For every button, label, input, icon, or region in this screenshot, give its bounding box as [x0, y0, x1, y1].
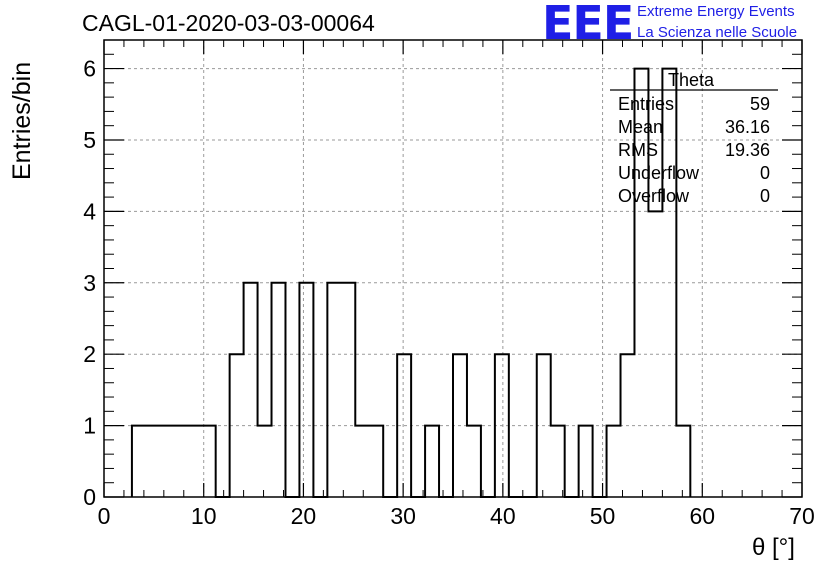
y-tick-label: 6: [83, 56, 96, 82]
eee-logo: EEE: [542, 0, 634, 50]
stats-title: Theta: [668, 70, 715, 90]
y-tick-label: 5: [83, 127, 96, 153]
x-tick-label: 40: [490, 503, 516, 529]
x-tick-label: 20: [291, 503, 317, 529]
stats-value: 19.36: [724, 140, 770, 160]
histogram-series: [130, 67, 692, 498]
x-tick-label: 60: [689, 503, 715, 529]
stats-label: Entries: [618, 94, 675, 114]
stats-value: 36.16: [724, 117, 770, 137]
stats-value: 0: [759, 163, 770, 183]
plot-frame: [103, 39, 803, 498]
logo-line-2: La Scienza nelle Scuole: [637, 24, 798, 41]
x-tick-label: 10: [191, 503, 217, 529]
y-tick-label: 0: [83, 484, 96, 510]
y-tick-label: 2: [83, 341, 96, 367]
x-tick-label: 70: [789, 503, 815, 529]
x-tick-label: 50: [590, 503, 616, 529]
stats-label: Mean: [618, 117, 664, 137]
y-tick-label: 1: [83, 413, 96, 439]
stats-label: Underflow: [618, 163, 700, 183]
x-tick-label: 0: [98, 503, 111, 529]
y-tick-label: 3: [83, 270, 96, 296]
x-tick-label: 30: [390, 503, 416, 529]
chart-title: CAGL-01-2020-03-03-00064: [82, 10, 375, 36]
logo-line-1: Extreme Energy Events: [637, 3, 795, 20]
y-tick-label: 4: [83, 198, 96, 224]
y-axis-label: Entries/bin: [8, 61, 36, 180]
stats-label: Overflow: [618, 186, 690, 206]
axis-ticks: [103, 39, 803, 498]
stats-value: 59: [749, 94, 770, 114]
stats-value: 0: [759, 186, 770, 206]
stats-label: RMS: [618, 140, 658, 160]
x-axis-label: θ [°]: [752, 534, 795, 561]
